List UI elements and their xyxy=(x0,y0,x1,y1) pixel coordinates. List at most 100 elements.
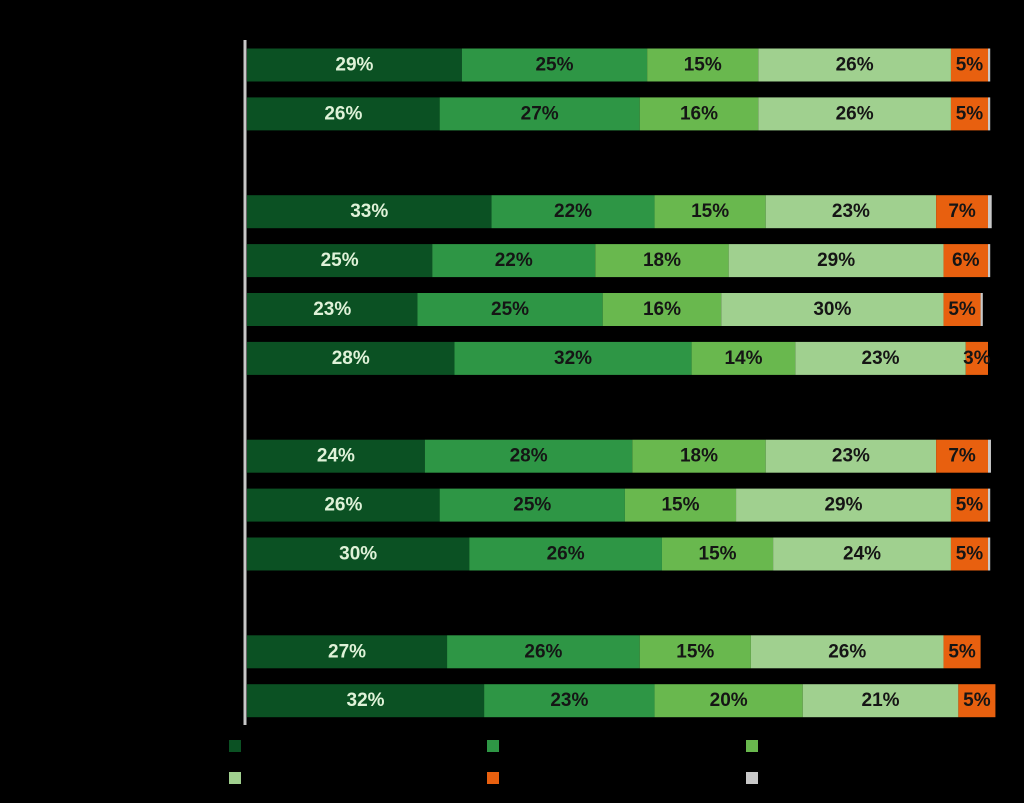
data-label: 23% xyxy=(313,299,351,320)
data-label: 16% xyxy=(680,103,718,124)
bar-segment xyxy=(988,244,991,278)
data-label: 7% xyxy=(948,446,976,467)
bar-segment xyxy=(950,537,988,571)
bar-segment xyxy=(247,488,440,522)
bar-segment xyxy=(765,439,937,473)
bar-segment xyxy=(424,439,633,473)
bar-segment xyxy=(988,537,991,571)
bar-segment xyxy=(247,439,425,473)
data-label: 22% xyxy=(495,250,533,271)
bar-segment xyxy=(958,684,996,718)
bar-segment xyxy=(602,293,722,326)
bar-segment xyxy=(773,537,951,571)
legend-swatch xyxy=(487,740,499,752)
bar-segment xyxy=(765,195,937,229)
data-label: 26% xyxy=(324,103,362,124)
data-label: 20% xyxy=(710,690,748,711)
bar-segment xyxy=(950,97,988,131)
data-label: 3% xyxy=(963,348,991,369)
bar-segment xyxy=(802,684,959,718)
bar-segment xyxy=(943,635,981,669)
data-label: 26% xyxy=(836,55,874,76)
bar-segment xyxy=(447,635,640,669)
bar-segment xyxy=(247,537,470,571)
bar-segment xyxy=(432,244,596,278)
bar-segment xyxy=(647,48,759,82)
bar-segment xyxy=(461,48,648,82)
bar-segment xyxy=(247,341,455,375)
bar-segment xyxy=(247,635,448,669)
bar-segment xyxy=(654,195,766,229)
data-label: 18% xyxy=(680,446,718,467)
bar-segment xyxy=(247,684,485,718)
bar-segment xyxy=(484,684,655,718)
bar-segment xyxy=(417,293,603,326)
bar-segment xyxy=(988,97,991,131)
legend-swatch xyxy=(229,740,241,752)
bar-segment xyxy=(950,48,988,82)
data-label: 15% xyxy=(676,641,714,662)
data-label: 23% xyxy=(862,348,900,369)
data-label: 27% xyxy=(328,641,366,662)
bar-segment xyxy=(654,684,803,718)
legend-swatch xyxy=(487,772,499,784)
data-label: 26% xyxy=(524,641,562,662)
data-label: 28% xyxy=(332,348,370,369)
data-label: 16% xyxy=(643,299,681,320)
data-label: 23% xyxy=(550,690,588,711)
data-label: 21% xyxy=(862,690,900,711)
bar-segment xyxy=(988,488,991,522)
data-label: 30% xyxy=(813,299,851,320)
legend-swatch xyxy=(746,772,758,784)
data-label: 25% xyxy=(321,250,359,271)
data-label: 5% xyxy=(956,55,984,76)
data-label: 15% xyxy=(691,201,729,222)
data-label: 5% xyxy=(948,299,976,320)
bar-segment xyxy=(988,48,991,82)
bar-segment xyxy=(728,244,944,278)
data-label: 32% xyxy=(554,348,592,369)
bar-segment xyxy=(639,635,751,669)
data-label: 25% xyxy=(513,495,551,516)
bar-segment xyxy=(750,635,944,669)
data-label: 7% xyxy=(948,201,976,222)
bar-segment xyxy=(936,439,988,473)
bar-segment xyxy=(721,293,944,326)
data-label: 24% xyxy=(317,446,355,467)
data-label: 15% xyxy=(661,495,699,516)
data-label: 5% xyxy=(956,495,984,516)
data-label: 25% xyxy=(491,299,529,320)
bar-segment xyxy=(632,439,766,473)
data-label: 6% xyxy=(952,250,980,271)
bar-segment xyxy=(758,97,951,131)
bar-segment xyxy=(639,97,759,131)
bar-segment xyxy=(247,195,492,229)
bar-segment xyxy=(943,293,981,326)
data-label: 5% xyxy=(963,690,991,711)
data-label: 22% xyxy=(554,201,592,222)
data-label: 15% xyxy=(699,544,737,565)
bar-segment xyxy=(988,195,992,229)
data-label: 23% xyxy=(832,201,870,222)
bar-segment xyxy=(595,244,729,278)
bar-segment xyxy=(469,537,662,571)
bar-segment xyxy=(736,488,951,522)
bar-segment xyxy=(491,195,655,229)
data-label: 29% xyxy=(817,250,855,271)
bar-segment xyxy=(965,341,988,375)
data-label: 24% xyxy=(843,544,881,565)
bar-segment xyxy=(454,341,692,375)
bar-segment xyxy=(247,293,418,326)
legend-swatch xyxy=(746,740,758,752)
data-label: 30% xyxy=(339,544,377,565)
data-label: 5% xyxy=(948,641,976,662)
data-label: 29% xyxy=(335,55,373,76)
data-label: 15% xyxy=(684,55,722,76)
data-label: 27% xyxy=(521,103,559,124)
data-label: 32% xyxy=(347,690,385,711)
bar-segment xyxy=(936,195,988,229)
bar-segment xyxy=(988,439,991,473)
data-label: 29% xyxy=(824,495,862,516)
data-label: 5% xyxy=(956,544,984,565)
